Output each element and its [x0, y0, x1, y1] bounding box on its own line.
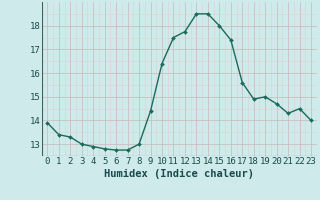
X-axis label: Humidex (Indice chaleur): Humidex (Indice chaleur) — [104, 169, 254, 179]
